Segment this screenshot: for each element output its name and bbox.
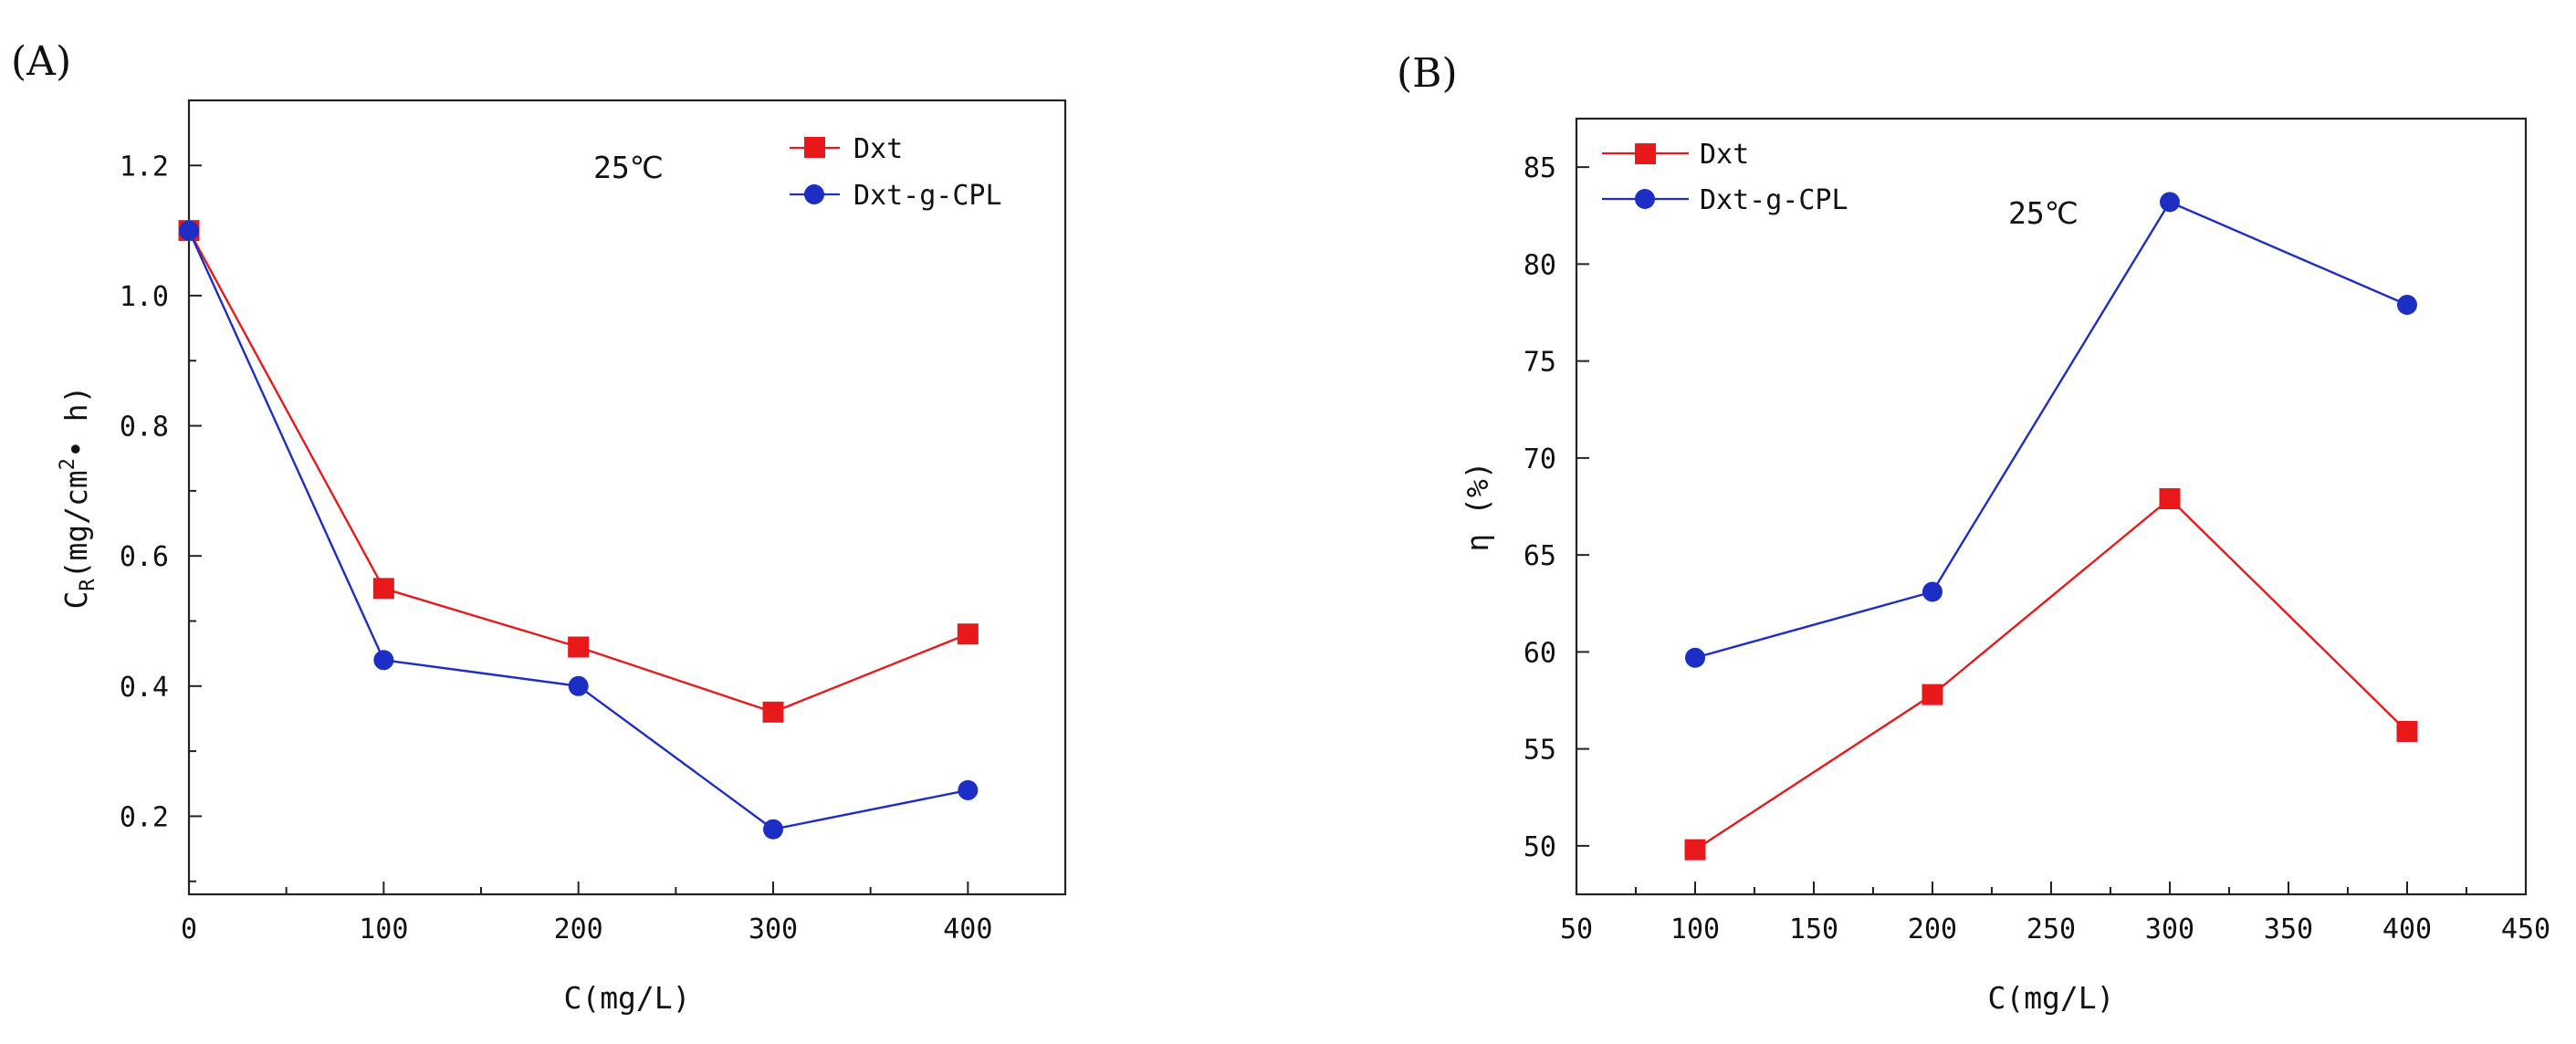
data-point-dxt <box>957 623 979 645</box>
series-group-b <box>1684 192 2418 861</box>
data-point-dxt <box>2159 488 2181 509</box>
x-tick-label: 250 <box>2026 914 2076 945</box>
data-point-dxt <box>2396 721 2418 742</box>
x-tick-label: 0 <box>181 914 197 945</box>
x-tick-labels-a: 0 100 200 300 400 <box>181 914 992 945</box>
y-tick-label: 80 <box>1524 249 1556 281</box>
y-tick-label: 0.8 <box>120 412 169 444</box>
x-tick-label: 350 <box>2264 914 2313 945</box>
data-point-dxt <box>762 701 784 723</box>
x-tick-label: 150 <box>1789 914 1838 945</box>
legend-a: Dxt Dxt-g-CPL <box>790 133 1002 212</box>
legend-label-dxt: Dxt <box>853 133 903 165</box>
data-point-dxt <box>568 636 590 658</box>
y-tick-label: 65 <box>1524 540 1556 572</box>
plot-frame-b <box>1575 117 2528 896</box>
y-tick-label: 75 <box>1524 347 1556 379</box>
y-tick-label: 1.2 <box>120 151 169 183</box>
y-tick-label: 55 <box>1524 735 1556 767</box>
series-group-a <box>178 220 979 840</box>
y-tick-labels-a: 0.2 0.4 0.6 0.8 1.0 1.2 <box>120 151 169 833</box>
y-axis-label-b: η (%) <box>1460 461 1495 551</box>
panel-label-b: (B) <box>1397 50 1458 97</box>
plot-frame-a <box>187 99 1067 896</box>
y-tick-label: 0.2 <box>120 801 169 833</box>
ticks-b <box>1576 166 2527 894</box>
data-point-dxt <box>1684 839 1706 861</box>
legend-label-dxt: Dxt <box>1700 139 1749 171</box>
legend-label-dxt-g-cpl: Dxt-g-CPL <box>1700 184 1848 216</box>
data-point-dxt-g-cpl <box>179 220 199 241</box>
x-tick-label: 400 <box>943 914 992 945</box>
data-point-dxt-g-cpl <box>1922 581 1942 602</box>
series-line-dxt-g-cpl <box>187 230 969 830</box>
data-point-dxt-g-cpl <box>763 819 783 840</box>
data-point-dxt-g-cpl <box>1685 647 1705 668</box>
x-tick-labels-b: 50 100 150 200 250 300 350 400 450 <box>1560 914 2550 945</box>
y-tick-label: 50 <box>1524 831 1556 863</box>
y-tick-label: 0.4 <box>120 672 169 704</box>
data-point-dxt-g-cpl <box>958 779 979 800</box>
x-tick-label: 450 <box>2501 914 2550 945</box>
data-point-dxt-g-cpl <box>2397 295 2417 315</box>
temperature-annotation-b: 25℃ <box>2008 195 2079 231</box>
legend-marker-dxt <box>1635 143 1656 164</box>
legend-marker-dxt-g-cpl <box>804 184 824 204</box>
x-tick-label: 400 <box>2382 914 2432 945</box>
data-point-dxt-g-cpl <box>568 675 589 696</box>
x-axis-label-b: C(mg/L) <box>1987 980 2114 1016</box>
legend-label-dxt-g-cpl: Dxt-g-CPL <box>853 180 1002 212</box>
ticks-a <box>188 164 969 894</box>
x-tick-label: 200 <box>554 914 603 945</box>
panel-label-a: (A) <box>11 38 71 85</box>
y-tick-label: 70 <box>1524 444 1556 475</box>
chart-panel-b: (B) 50 100 150 200 250 300 350 400 450 5… <box>1397 50 2550 1016</box>
data-point-dxt-g-cpl <box>2160 192 2180 213</box>
chart-panel-a: (A) 0 100 200 300 400 0.2 0.4 0.6 0.8 1.… <box>11 38 1067 1016</box>
x-tick-label: 200 <box>1908 914 1957 945</box>
x-tick-label: 300 <box>749 914 798 945</box>
legend-marker-dxt <box>804 137 825 158</box>
legend-b: Dxt Dxt-g-CPL <box>1602 139 1848 216</box>
series-line-dxt <box>1694 496 2408 851</box>
legend-marker-dxt-g-cpl <box>1635 189 1655 209</box>
y-tick-label: 60 <box>1524 637 1556 669</box>
y-axis-label-a: CR(mg/cm2• h) <box>57 385 99 609</box>
data-point-dxt <box>372 578 394 600</box>
x-tick-label: 100 <box>1670 914 1720 945</box>
x-axis-label-a: C(mg/L) <box>563 980 690 1016</box>
y-tick-labels-b: 50 55 60 65 70 75 80 85 <box>1524 152 1556 863</box>
data-point-dxt-g-cpl <box>373 650 394 671</box>
data-point-dxt <box>1922 684 1943 705</box>
y-tick-label: 0.6 <box>120 541 169 573</box>
series-line-dxt-g-cpl <box>1694 200 2408 659</box>
x-tick-label: 100 <box>359 914 408 945</box>
y-tick-label: 1.0 <box>120 281 169 313</box>
x-tick-label: 50 <box>1560 914 1593 945</box>
x-tick-label: 300 <box>2145 914 2194 945</box>
y-tick-label: 85 <box>1524 152 1556 184</box>
temperature-annotation-a: 25℃ <box>593 150 664 185</box>
